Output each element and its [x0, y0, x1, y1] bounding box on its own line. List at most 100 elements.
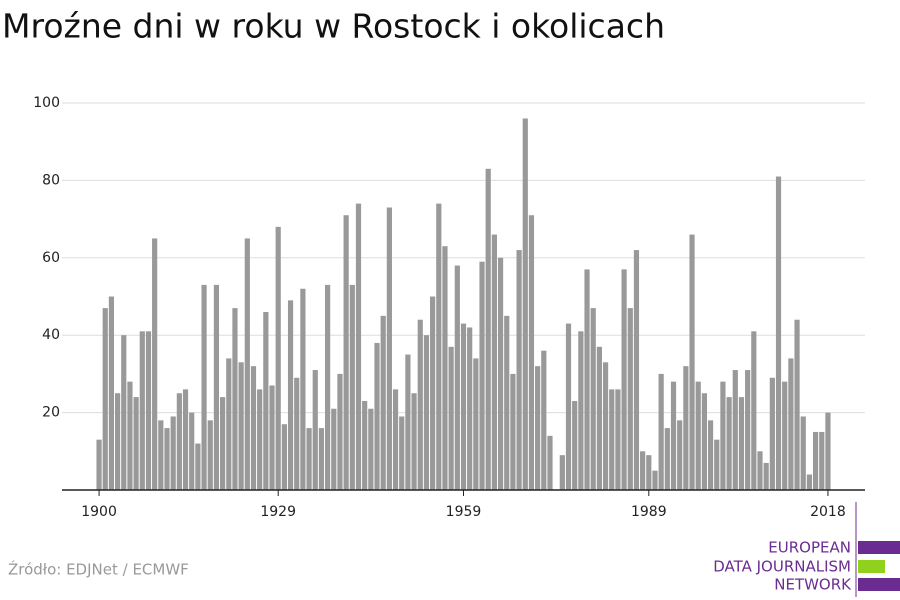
bar	[714, 439, 720, 490]
bar	[318, 428, 325, 490]
bar	[621, 269, 627, 490]
y-tick-label: 40	[42, 327, 60, 343]
bar	[683, 366, 689, 490]
bar	[460, 323, 467, 490]
bar	[121, 335, 127, 490]
bar	[257, 389, 263, 490]
bar	[164, 428, 170, 490]
bar	[349, 284, 355, 490]
bar	[701, 393, 707, 490]
y-tick-label: 100	[33, 95, 60, 111]
bar	[300, 288, 306, 490]
bar	[664, 428, 670, 490]
bar	[244, 238, 250, 490]
x-tick-label: 1959	[446, 504, 482, 520]
bar	[374, 342, 380, 490]
bar	[473, 358, 479, 490]
bar	[331, 408, 337, 490]
bar	[281, 424, 287, 490]
bar	[145, 331, 152, 490]
bar	[541, 350, 547, 490]
bar	[806, 474, 813, 490]
bar	[325, 284, 331, 490]
bar	[670, 381, 677, 490]
bar	[726, 397, 732, 490]
bar	[738, 397, 745, 490]
bar	[189, 412, 195, 490]
bar	[763, 462, 769, 490]
bar	[114, 393, 121, 490]
bar	[380, 315, 386, 490]
bar	[615, 389, 621, 490]
bar	[287, 300, 294, 490]
logo-bar	[858, 541, 900, 554]
bar	[201, 284, 207, 490]
bar	[182, 389, 189, 490]
bar	[195, 443, 201, 490]
x-tick-label: 1900	[81, 504, 117, 520]
logo-text: NETWORK	[774, 576, 852, 594]
bar	[442, 246, 448, 490]
bar	[775, 176, 782, 490]
logo-text: DATA JOURNALISM	[713, 558, 851, 576]
bar	[547, 435, 553, 490]
bar	[454, 265, 460, 490]
bar	[825, 412, 831, 490]
bar	[250, 366, 257, 490]
bar	[751, 331, 757, 490]
bar	[794, 319, 800, 490]
bar	[510, 373, 516, 490]
bar	[658, 373, 664, 490]
bar	[528, 215, 535, 491]
bar	[467, 327, 473, 490]
logo-text: EUROPEAN	[768, 539, 851, 557]
bar	[108, 296, 115, 490]
bar	[590, 308, 596, 490]
bar	[232, 308, 238, 490]
y-tick-label: 60	[42, 250, 60, 266]
bar	[479, 261, 485, 490]
bar	[170, 416, 176, 490]
bar	[392, 389, 399, 490]
bar	[572, 400, 578, 490]
y-tick-label: 80	[42, 172, 60, 188]
bar	[522, 118, 528, 490]
bar	[565, 323, 572, 490]
logo-bar	[858, 578, 900, 591]
bar	[436, 203, 442, 490]
bar	[578, 331, 584, 490]
bar	[102, 308, 108, 490]
bar	[812, 431, 819, 490]
bar	[516, 250, 522, 490]
bar	[769, 377, 775, 490]
bar	[757, 451, 763, 490]
bar	[158, 420, 164, 490]
bar	[720, 381, 726, 490]
bar	[263, 311, 269, 490]
bar	[226, 358, 232, 490]
bar	[640, 451, 646, 490]
bar	[343, 215, 349, 491]
bar	[312, 370, 318, 490]
bar	[337, 373, 343, 490]
bar	[627, 308, 633, 490]
bar	[411, 393, 417, 490]
bar	[368, 408, 374, 490]
bar	[362, 400, 368, 490]
bar	[646, 455, 652, 490]
bar	[732, 370, 738, 490]
bar	[176, 393, 182, 490]
bar	[152, 238, 158, 490]
bar	[504, 315, 510, 490]
bar	[609, 389, 615, 490]
bar	[430, 296, 436, 490]
source: Źródło: EDJNet / ECMWF	[8, 560, 189, 579]
bar	[819, 431, 825, 490]
bar	[96, 439, 102, 490]
x-tick-label: 1929	[260, 504, 296, 520]
bar	[800, 416, 806, 490]
bar	[745, 370, 751, 490]
bar	[485, 168, 491, 491]
chart-title: Mroźne dni w roku w Rostock i okolicach	[2, 7, 665, 46]
